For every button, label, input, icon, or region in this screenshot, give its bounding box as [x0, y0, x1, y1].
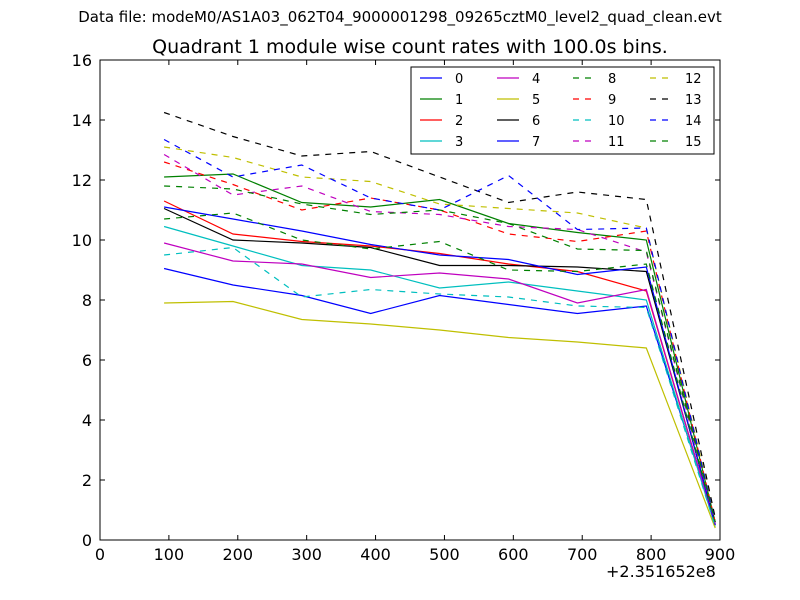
y-tick-label: 10 [72, 231, 92, 250]
series-line-10 [164, 246, 716, 527]
x-tick-label: 100 [154, 545, 185, 564]
legend-label-15: 15 [685, 135, 702, 150]
y-tick-label: 8 [82, 291, 92, 310]
ticks-layer: 0 100 200 300 400 500 600 700 800 900024681012141… [72, 51, 736, 564]
suptitle: Data file: modeM0/AS1A03_062T04_90000012… [78, 8, 722, 26]
chart-title: Quadrant 1 module wise count rates with … [152, 36, 668, 58]
series-line-1 [164, 173, 716, 523]
y-tick-label: 16 [72, 51, 92, 70]
series-line-7 [163, 206, 716, 526]
legend-label-1: 1 [455, 93, 463, 108]
legend-label-2: 2 [455, 114, 463, 129]
legend-label-7: 7 [532, 135, 540, 150]
y-tick-label: 0 [82, 531, 92, 550]
legend-label-3: 3 [455, 135, 463, 150]
legend-label-0: 0 [455, 72, 463, 87]
legend-label-8: 8 [608, 72, 616, 87]
series-line-4 [163, 242, 716, 526]
series-line-13 [163, 111, 716, 518]
x-tick-label: 600 [498, 545, 529, 564]
y-tick-label: 6 [82, 351, 92, 370]
series-line-3 [163, 225, 716, 527]
x-tick-label: 500 [429, 545, 460, 564]
x-tick-label: 200 [223, 545, 254, 564]
series-line-15 [164, 185, 716, 523]
series-line-5 [164, 300, 716, 529]
x-tick-label: 900 [705, 545, 736, 564]
x-tick-label: 400 [360, 545, 391, 564]
series-line-8 [164, 212, 716, 524]
x-tick-label: 800 [636, 545, 667, 564]
y-tick-label: 14 [72, 111, 92, 130]
series-line-11 [163, 153, 716, 524]
legend-frame [410, 66, 715, 155]
series-layer [163, 111, 716, 529]
y-tick-label: 4 [82, 411, 92, 430]
series-line-14 [163, 138, 716, 523]
y-tick-label: 12 [72, 171, 92, 190]
legend-label-10: 10 [608, 114, 625, 129]
plot-frame [99, 59, 721, 541]
legend-label-14: 14 [685, 114, 702, 129]
x-tick-label: 700 [567, 545, 598, 564]
legend-label-4: 4 [532, 72, 540, 87]
legend-label-6: 6 [532, 114, 540, 129]
y-tick-label: 2 [82, 471, 92, 490]
legend-label-5: 5 [532, 93, 540, 108]
x-tick-label: 300 [291, 545, 322, 564]
x-tick-label: 0 [95, 545, 105, 564]
legend-label-12: 12 [685, 72, 702, 87]
x-offset-label: +2.351652e8 [606, 562, 716, 581]
legend-label-9: 9 [608, 93, 616, 108]
legend-label-13: 13 [685, 93, 702, 108]
series-line-2 [163, 200, 716, 526]
series-line-9 [163, 161, 716, 523]
series-line-0 [163, 267, 716, 524]
legend-label-11: 11 [608, 135, 625, 150]
